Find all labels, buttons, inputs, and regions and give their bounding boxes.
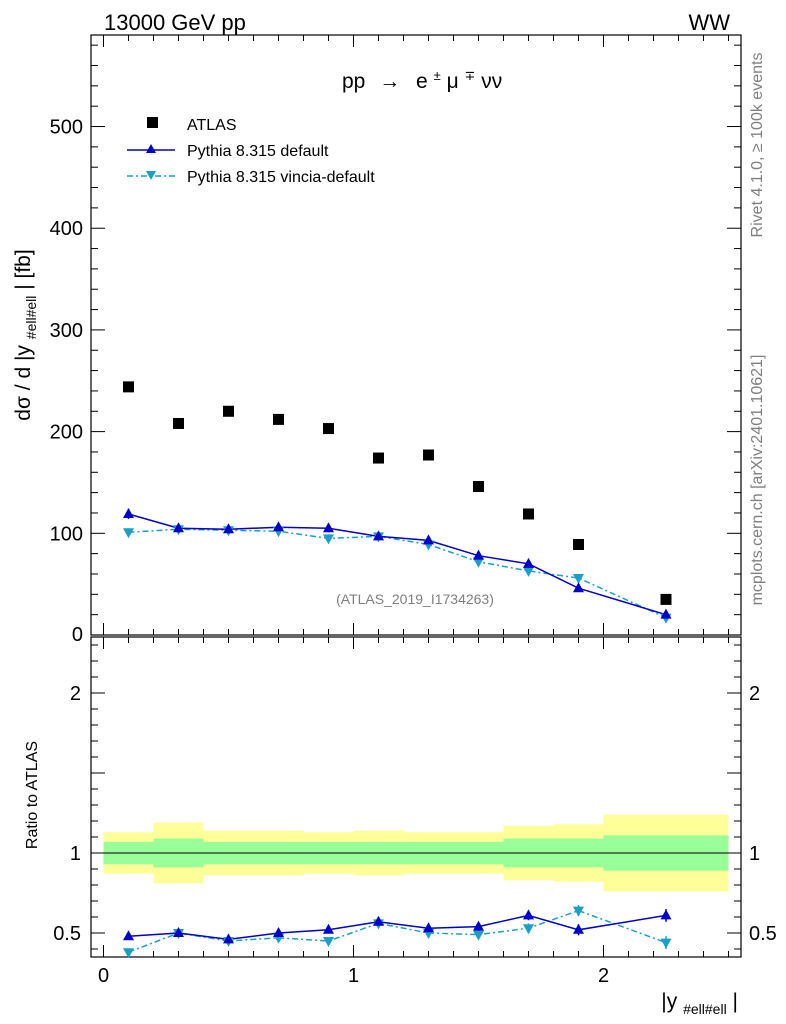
- atlas-point: [473, 481, 484, 493]
- legend-default-marker: [146, 144, 156, 153]
- ratio-ytick-label-right: 1: [749, 843, 760, 865]
- ratio-xtick-label: 0: [98, 965, 109, 987]
- xlabel-sub: #ell#ell: [683, 1001, 727, 1017]
- ratio-ytick-label-left: 2: [70, 683, 81, 705]
- atlas-point: [660, 593, 672, 605]
- default-point: [173, 522, 184, 533]
- atlas-point: [423, 449, 434, 461]
- ratio-default-point: [473, 920, 484, 931]
- xlabel-text: |y: [661, 990, 677, 1013]
- ratio-default-point: [123, 930, 134, 941]
- main-ytick-label: 500: [50, 117, 83, 139]
- ratio-vincia-point: [123, 948, 134, 959]
- energy-label: 13000 GeV pp: [104, 10, 246, 35]
- x-axis-label: |y #ell#ell |: [661, 990, 738, 1019]
- ratio-vincia-point: [573, 906, 584, 917]
- default-point: [273, 521, 284, 532]
- ratio-series-layer: [123, 905, 672, 959]
- title-nunu: νν: [481, 70, 502, 93]
- ratio-xtick-label: 2: [598, 965, 609, 987]
- default-point: [323, 522, 334, 533]
- mcplots-label: mcplots.cern.ch [arXiv:2401.10621]: [749, 355, 766, 606]
- vincia-line: [128, 528, 667, 619]
- ratio-frame: [90, 636, 742, 958]
- ratio-ytick-label-right: 0.5: [749, 923, 777, 945]
- ratio-default-point: [173, 927, 184, 937]
- ratio-vincia-point: [323, 937, 334, 947]
- atlas-point: [573, 538, 584, 550]
- legend-default-label: Pythia 8.315 default: [187, 143, 329, 160]
- default-point: [423, 534, 434, 545]
- main-ylabel-sub: #ell#ell: [23, 296, 39, 340]
- title-pp: pp: [342, 70, 365, 93]
- rivet-label: Rivet 4.1.0, ≥ 100k events: [749, 53, 766, 238]
- vincia-point: [323, 534, 334, 545]
- legend-vincia-marker: [146, 171, 156, 180]
- main-series-layer: [123, 381, 672, 624]
- legend-atlas-marker: [147, 117, 158, 128]
- main-frame: [90, 34, 742, 636]
- legend-atlas-label: ATLAS: [187, 117, 237, 134]
- ratio-default-point: [423, 922, 434, 933]
- ratio-default-point: [323, 923, 334, 934]
- default-point: [373, 530, 384, 541]
- main-ylabel-text: dσ / d |y: [12, 345, 35, 421]
- title-pm: ±: [434, 68, 441, 83]
- title-arrow: →: [379, 70, 400, 93]
- main-panel: 100 200 300 400 500 0: [50, 34, 742, 646]
- atlas-point: [173, 417, 184, 429]
- ratio-ytick-label-right: 2: [749, 683, 760, 705]
- default-point: [223, 523, 234, 534]
- ratio-vincia-point: [523, 924, 534, 935]
- ratio-panel: 0 1 2 0.5 0.5 1 1 2 2: [53, 636, 777, 987]
- analysis-watermark: (ATLAS_2019_I1734263): [336, 591, 494, 607]
- plot-title: pp → e ± μ ∓ νν: [342, 62, 502, 93]
- default-point: [660, 608, 672, 619]
- ratio-ytick-label-left: 1: [70, 843, 81, 865]
- ratio-vincia-point: [660, 938, 672, 949]
- title-mp: ∓: [465, 68, 476, 83]
- title-e: e: [416, 70, 428, 93]
- main-ytick-label: 400: [50, 218, 83, 240]
- legend-vincia-label: Pythia 8.315 vincia-default: [187, 169, 375, 186]
- ratio-ylabel: Ratio to ATLAS: [24, 741, 41, 849]
- default-point: [123, 507, 134, 518]
- atlas-point: [523, 508, 534, 520]
- ratio-default-point: [573, 923, 584, 934]
- main-ytick-label: 100: [50, 523, 83, 545]
- main-ytick-label-zero: 0: [72, 624, 83, 646]
- default-point: [523, 557, 534, 568]
- ratio-vincia-point: [473, 930, 484, 941]
- ratio-default-point: [223, 933, 234, 944]
- process-tag: WW: [688, 10, 730, 35]
- main-ytick-label: 200: [50, 422, 83, 444]
- main-ylabel: dσ / d |y #ell#ell | [fb]: [12, 249, 41, 420]
- vincia-point: [573, 574, 584, 585]
- atlas-point: [323, 423, 334, 435]
- atlas-point: [373, 452, 384, 464]
- main-ylabel-tail: | [fb]: [12, 249, 35, 289]
- ratio-default-point: [660, 909, 672, 920]
- default-point: [473, 549, 484, 560]
- ratio-xtick-label: 1: [348, 965, 359, 987]
- vincia-point: [473, 557, 484, 568]
- ratio-vincia-line: [128, 909, 667, 953]
- ratio-default-point: [523, 909, 534, 920]
- default-point: [573, 582, 584, 593]
- vincia-point: [523, 566, 534, 577]
- vincia-point: [123, 528, 134, 539]
- title-mu: μ: [447, 70, 459, 93]
- legend: ATLAS Pythia 8.315 default Pythia 8.315 …: [127, 117, 375, 186]
- ratio-ytick-label-left: 0.5: [53, 923, 81, 945]
- main-ytick-label: 300: [50, 320, 83, 342]
- ratio-default-point: [273, 927, 284, 937]
- ratio-default-point: [373, 915, 384, 926]
- xlabel-tail: |: [733, 990, 738, 1013]
- atlas-point: [123, 381, 134, 393]
- atlas-point: [273, 413, 284, 425]
- atlas-point: [223, 405, 234, 417]
